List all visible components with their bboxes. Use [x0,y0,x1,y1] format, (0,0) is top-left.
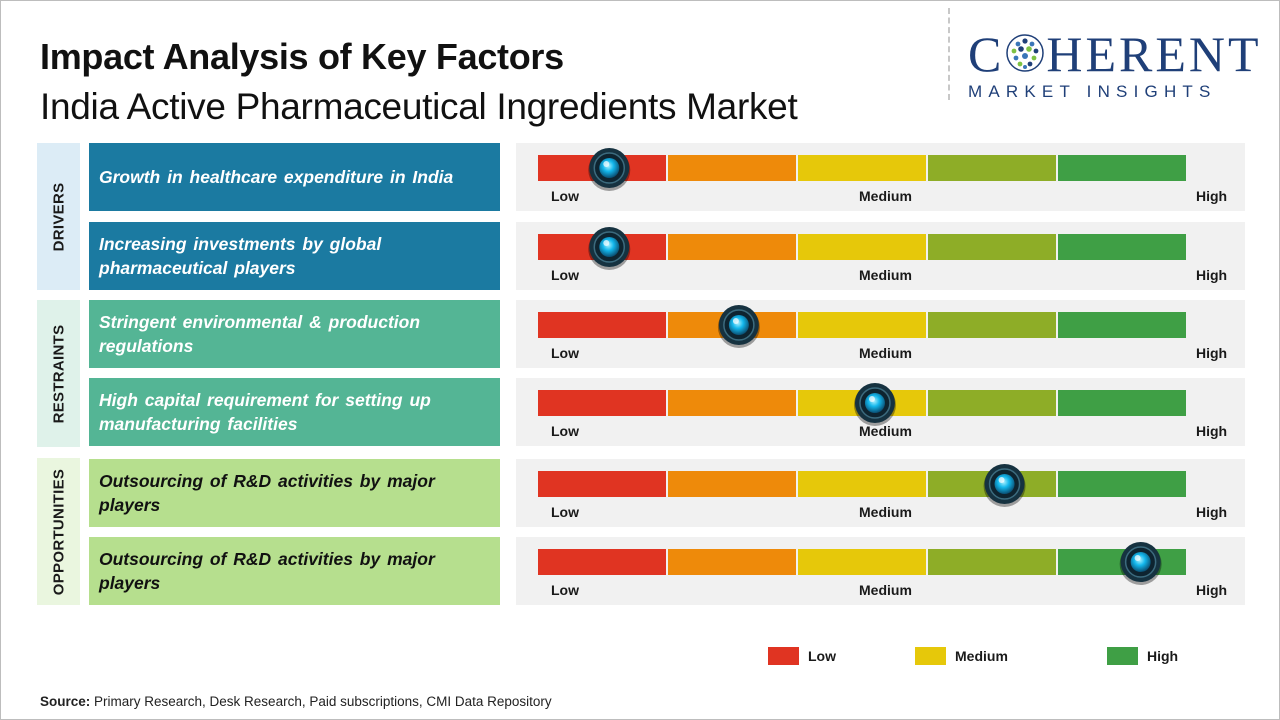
page-title: Impact Analysis of Key Factors [40,36,564,77]
scale-label-low: Low [551,423,579,439]
scale-label-low: Low [551,267,579,283]
scale-label-high: High [1196,582,1228,598]
category-drivers: DRIVERS [37,143,80,290]
impact-marker [717,305,760,348]
scale-label-high: High [1196,267,1228,283]
logo-wordmark: C HERENT [968,29,1260,79]
impact-gauge-4 [538,383,1186,426]
scale-label-high: High [1196,345,1228,361]
logo-letters-herent: HERENT [1046,26,1262,82]
legend-swatch-medium [915,647,946,665]
impact-gauge-3 [538,305,1186,348]
legend-swatch-low [768,647,799,665]
gauge-segment-4 [928,390,1056,416]
impact-marker [1119,542,1162,585]
gauge-segment-3 [798,155,926,181]
gauge-segment-1 [538,390,666,416]
scale-label-medium: Medium [859,504,912,520]
gauge-segment-3 [798,234,926,260]
impact-meter-1: Low Medium High [516,143,1245,211]
impact-marker [853,383,896,426]
scale-label-medium: Medium [859,188,912,204]
impact-meter-2: Low Medium High [516,222,1245,290]
gauge-segment-5 [1058,390,1186,416]
scale-label-high: High [1196,188,1228,204]
gauge-segment-1 [538,312,666,338]
scale-label-medium: Medium [859,423,912,439]
factor-label-5: Outsourcing of R&D activities by major p… [89,459,500,527]
impact-marker [588,227,631,270]
scale-label-high: High [1196,504,1228,520]
legend-label-medium: Medium [955,648,1008,664]
category-opportunities: OPPORTUNITIES [37,458,80,605]
source-label: Source: [40,694,91,709]
factor-label-2: Increasing investments by global pharmac… [89,222,500,290]
legend-label-low: Low [808,648,836,664]
gauge-segment-2 [668,390,796,416]
gauge-segment-2 [668,549,796,575]
scale-label-medium: Medium [859,345,912,361]
source-note: Source: Primary Research, Desk Research,… [40,694,552,709]
gauge-segment-2 [668,234,796,260]
page-subtitle: India Active Pharmaceutical Ingredients … [40,86,798,127]
gauge-segment-4 [928,312,1056,338]
impact-meter-5: Low Medium High [516,459,1245,527]
gauge-segment-5 [1058,234,1186,260]
scale-label-high: High [1196,423,1228,439]
impact-marker [588,148,631,191]
category-label-drivers: DRIVERS [50,182,67,251]
logo-tagline: MARKET INSIGHTS [968,82,1217,101]
gauge-segment-1 [538,471,666,497]
category-label-restraints: RESTRAINTS [50,324,67,423]
gauge-segment-3 [798,312,926,338]
impact-marker [983,464,1026,507]
scale-label-low: Low [551,504,579,520]
source-text: Primary Research, Desk Research, Paid su… [90,694,552,709]
factor-label-1: Growth in healthcare expenditure in Indi… [89,143,500,211]
header-divider [948,8,950,100]
impact-gauge-5 [538,464,1186,507]
category-label-opportunities: OPPORTUNITIES [50,468,67,595]
gauge-segment-5 [1058,155,1186,181]
legend-label-high: High [1147,648,1179,664]
legend-swatch-high [1107,647,1138,665]
logo-globe-icon [1006,34,1045,72]
gauge-segment-5 [1058,471,1186,497]
scale-label-low: Low [551,582,579,598]
gauge-segment-2 [668,471,796,497]
gauge-segment-5 [1058,312,1186,338]
gauge-segment-4 [928,549,1056,575]
scale-label-low: Low [551,345,579,361]
scale-label-medium: Medium [859,267,912,283]
company-logo: C HERENT MARKET INSIGHTS [968,29,1260,102]
gauge-segment-4 [928,234,1056,260]
gauge-segment-3 [798,549,926,575]
factor-label-3: Stringent environmental & production reg… [89,300,500,368]
scale-label-medium: Medium [859,582,912,598]
factor-label-4: High capital requirement for setting up … [89,378,500,446]
impact-meter-4: Low Medium High [516,378,1245,446]
impact-meter-6: Low Medium High [516,537,1245,605]
impact-gauge-6 [538,542,1186,585]
gauge-segment-3 [798,471,926,497]
logo-letter-c: C [968,26,1005,82]
scale-label-low: Low [551,188,579,204]
impact-meter-3: Low Medium High [516,300,1245,368]
gauge-segment-1 [538,549,666,575]
gauge-segment-2 [668,155,796,181]
category-restraints: RESTRAINTS [37,300,80,447]
gauge-segment-4 [928,155,1056,181]
impact-gauge-1 [538,148,1186,191]
factor-label-6: Outsourcing of R&D activities by major p… [89,537,500,605]
impact-gauge-2 [538,227,1186,270]
